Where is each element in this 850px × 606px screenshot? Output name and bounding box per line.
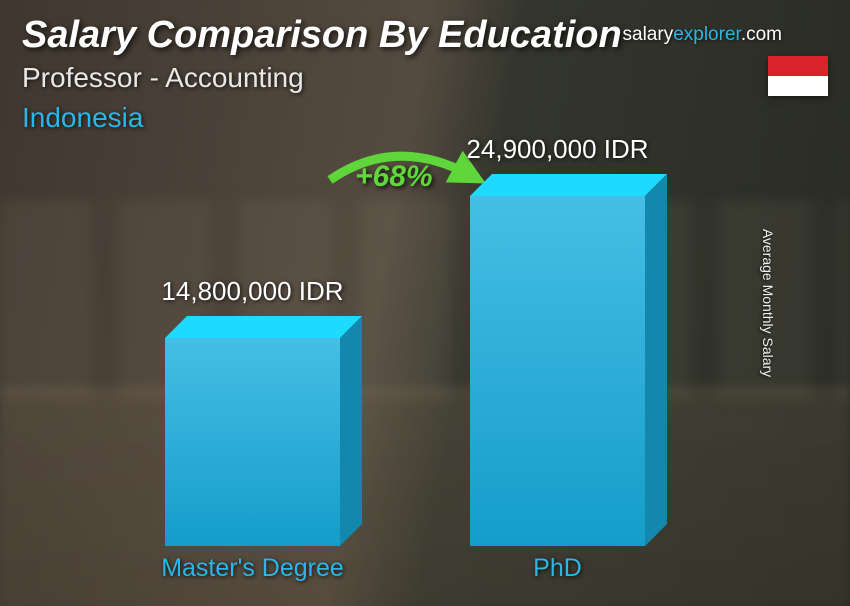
bar-front-shine	[470, 196, 645, 546]
infographic-container: Salary Comparison By Education Professor…	[0, 0, 850, 606]
bar	[470, 196, 645, 546]
bar-category-label: Master's Degree	[123, 554, 383, 583]
bar-top-face	[470, 174, 667, 196]
bar	[165, 338, 340, 546]
bar-chart: 14,800,000 IDRMaster's Degree 24,900,000 …	[120, 166, 720, 546]
bar-side-face	[645, 174, 667, 546]
bar-group: 14,800,000 IDRMaster's Degree	[165, 338, 340, 546]
bar-top-face	[165, 316, 362, 338]
bar-category-label: PhD	[428, 554, 688, 583]
bar-side-face	[340, 316, 362, 546]
bar-value-label: 24,900,000 IDR	[428, 134, 688, 165]
bar-value-label: 14,800,000 IDR	[123, 276, 383, 307]
bar-front-shine	[165, 338, 340, 546]
bar-group: 24,900,000 IDRPhD	[470, 196, 645, 546]
